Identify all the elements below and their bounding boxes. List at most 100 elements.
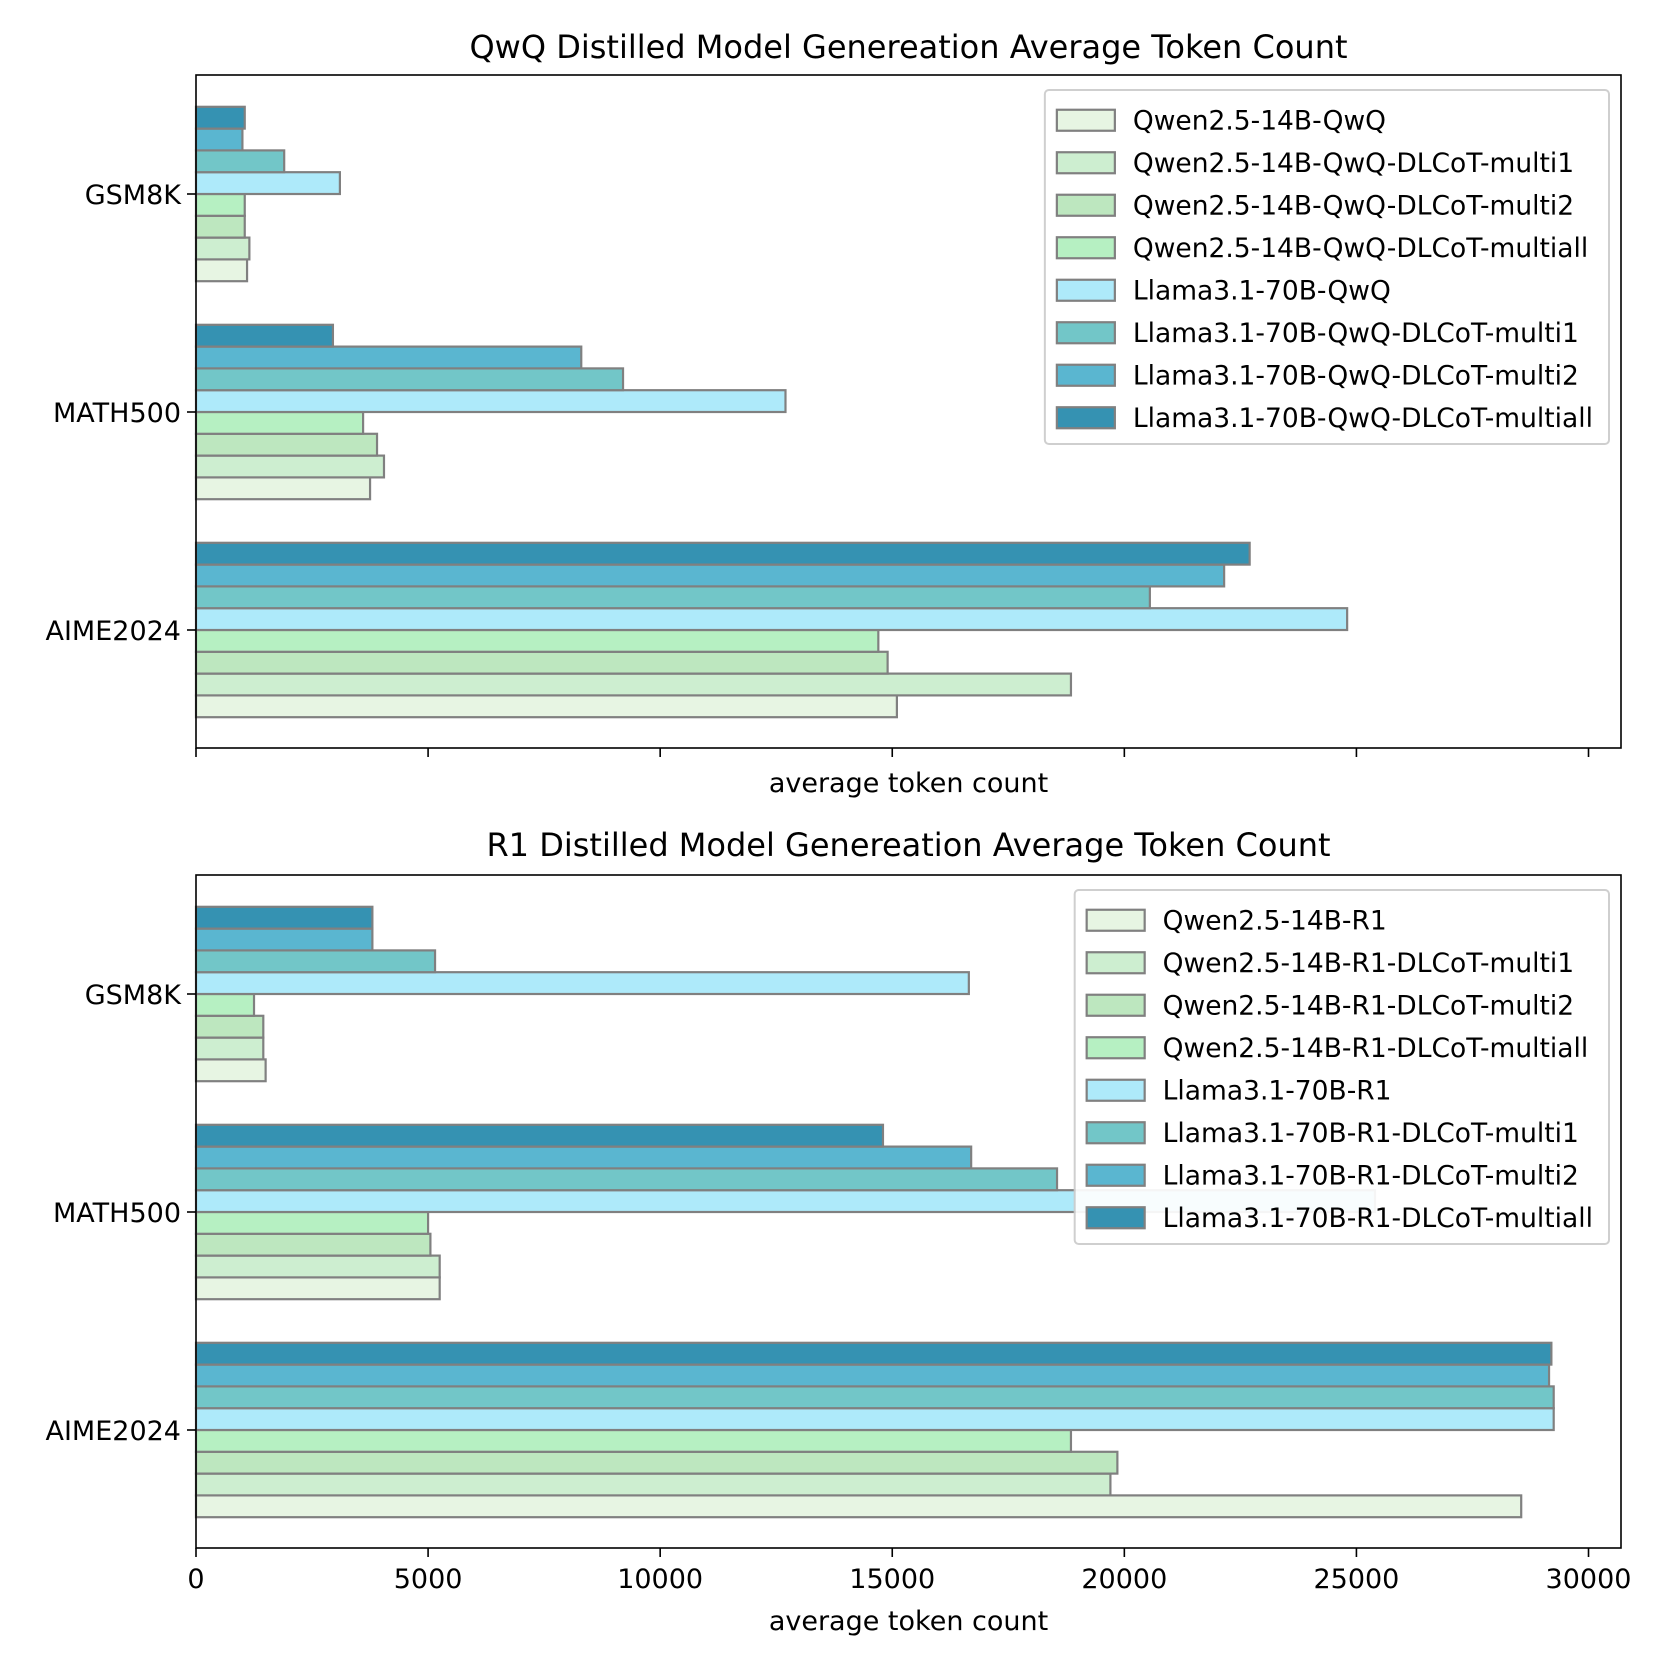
legend-item: Llama3.1-70B-QwQ-DLCoT-multi1 — [1055, 318, 1579, 349]
bar — [194, 476, 372, 501]
bar — [194, 454, 386, 479]
x-tick-label: 0 — [187, 1564, 204, 1595]
legend-item: Qwen2.5-14B-QwQ-DLCoT-multiall — [1055, 233, 1588, 264]
y-tick-label: AIME2024 — [45, 1416, 181, 1447]
x-tick-label: 20000 — [1081, 1564, 1167, 1595]
bar — [194, 1210, 430, 1235]
legend-swatch — [1055, 236, 1116, 260]
legend-item: Qwen2.5-14B-R1 — [1085, 905, 1387, 936]
legend-item: Qwen2.5-14B-R1-DLCoT-multiall — [1085, 1033, 1589, 1064]
bar — [194, 127, 244, 152]
legend-item: Llama3.1-70B-QwQ — [1055, 275, 1391, 306]
bar — [194, 992, 256, 1017]
bar — [194, 345, 583, 370]
legend-item: Llama3.1-70B-R1-DLCoT-multi1 — [1085, 1118, 1579, 1149]
bar — [194, 650, 889, 675]
bar — [194, 1058, 267, 1083]
legend-label: Qwen2.5-14B-QwQ-DLCoT-multiall — [1133, 233, 1588, 264]
axes-frame — [195, 74, 1622, 749]
bar — [194, 1407, 1555, 1432]
legend-swatch — [1085, 1121, 1146, 1145]
legend-item: Llama3.1-70B-QwQ-DLCoT-multiall — [1055, 403, 1593, 434]
bar — [194, 149, 286, 174]
x-axis-label: average token count — [769, 1606, 1048, 1637]
bar — [194, 410, 365, 435]
bar — [194, 105, 246, 130]
x-tick-label: 15000 — [849, 1564, 935, 1595]
legend-swatch — [1055, 151, 1116, 175]
chart-title: QwQ Distilled Model Genereation Average … — [469, 28, 1347, 66]
legend-frame — [1073, 889, 1610, 1245]
bar — [194, 1145, 973, 1170]
bar — [194, 927, 374, 952]
bar — [194, 971, 970, 996]
bar — [194, 1276, 441, 1301]
bar — [194, 1014, 265, 1039]
legend-item: Llama3.1-70B-R1-DLCoT-multi2 — [1085, 1160, 1579, 1191]
chart-panel-1: QwQ Distilled Model Genereation Average … — [45, 28, 1622, 799]
legend-swatch — [1055, 193, 1116, 217]
legend-swatch — [1085, 1163, 1146, 1187]
bar — [194, 236, 251, 261]
legend-label: Qwen2.5-14B-QwQ-DLCoT-multi2 — [1133, 190, 1574, 221]
legend-label: Llama3.1-70B-R1-DLCoT-multi2 — [1163, 1160, 1579, 1191]
bar — [194, 1363, 1551, 1388]
x-tick-label: 25000 — [1313, 1564, 1399, 1595]
legend-label: Llama3.1-70B-R1-DLCoT-multiall — [1163, 1203, 1593, 1234]
legend-item: Qwen2.5-14B-QwQ — [1055, 105, 1386, 136]
legend-label: Llama3.1-70B-QwQ-DLCoT-multi1 — [1133, 318, 1579, 349]
bar — [194, 1385, 1555, 1410]
legend-swatch — [1085, 1036, 1146, 1060]
legend-label: Llama3.1-70B-R1 — [1163, 1075, 1392, 1106]
legend-swatch — [1085, 951, 1146, 975]
legend: Qwen2.5-14B-QwQ Qwen2.5-14B-QwQ-DLCoT-mul… — [1043, 89, 1610, 445]
legend-label: Qwen2.5-14B-R1-DLCoT-multi2 — [1163, 990, 1574, 1021]
bar — [194, 1472, 1112, 1497]
legend-item: Qwen2.5-14B-R1-DLCoT-multi1 — [1085, 948, 1574, 979]
bar — [194, 1232, 432, 1257]
legend-item: Qwen2.5-14B-QwQ-DLCoT-multi2 — [1055, 190, 1574, 221]
bar — [194, 541, 1251, 566]
legend-label: Llama3.1-70B-R1-DLCoT-multi1 — [1163, 1118, 1579, 1149]
bar — [194, 1036, 265, 1061]
legend-label: Qwen2.5-14B-R1 — [1163, 905, 1387, 936]
legend-label: Qwen2.5-14B-R1-DLCoT-multi1 — [1163, 948, 1574, 979]
bar — [194, 694, 898, 719]
legend-swatch — [1055, 321, 1116, 345]
bar — [194, 1428, 1073, 1453]
bar — [194, 1341, 1553, 1366]
bar — [194, 1167, 1059, 1192]
legend-item: Qwen2.5-14B-QwQ-DLCoT-multi1 — [1055, 148, 1574, 179]
bar — [194, 214, 246, 239]
legend-swatch — [1055, 278, 1116, 302]
axes-frame — [195, 874, 1622, 1549]
x-tick-label: 10000 — [617, 1564, 703, 1595]
x-tick-label: 5000 — [394, 1564, 463, 1595]
bar — [194, 192, 246, 217]
legend-swatch — [1055, 363, 1116, 387]
y-tick-label: GSM8K — [85, 980, 183, 1011]
legend-frame — [1043, 89, 1610, 445]
chart-title: R1 Distilled Model Genereation Average T… — [486, 826, 1330, 864]
bar — [194, 1450, 1119, 1475]
bar — [194, 389, 787, 414]
bar — [194, 171, 341, 196]
legend-swatch — [1085, 993, 1146, 1017]
legend: Qwen2.5-14B-R1 Qwen2.5-14B-R1-DLCoT-multi… — [1073, 889, 1610, 1245]
bar — [194, 672, 1073, 697]
bar — [194, 1494, 1523, 1519]
legend-item: Llama3.1-70B-R1-DLCoT-multiall — [1085, 1203, 1593, 1234]
bar — [194, 585, 1151, 610]
legend-swatch — [1085, 908, 1146, 932]
legend-label: Llama3.1-70B-QwQ-DLCoT-multi2 — [1133, 360, 1579, 391]
bar — [194, 607, 1349, 632]
legend-label: Llama3.1-70B-QwQ-DLCoT-multiall — [1133, 403, 1593, 434]
y-tick-label: MATH500 — [53, 398, 181, 429]
legend-item: Llama3.1-70B-QwQ-DLCoT-multi2 — [1055, 360, 1579, 391]
x-tick-label: 30000 — [1546, 1564, 1632, 1595]
legend-item: Llama3.1-70B-R1 — [1085, 1075, 1392, 1106]
bar — [194, 949, 437, 974]
legend-label: Qwen2.5-14B-R1-DLCoT-multiall — [1163, 1033, 1589, 1064]
